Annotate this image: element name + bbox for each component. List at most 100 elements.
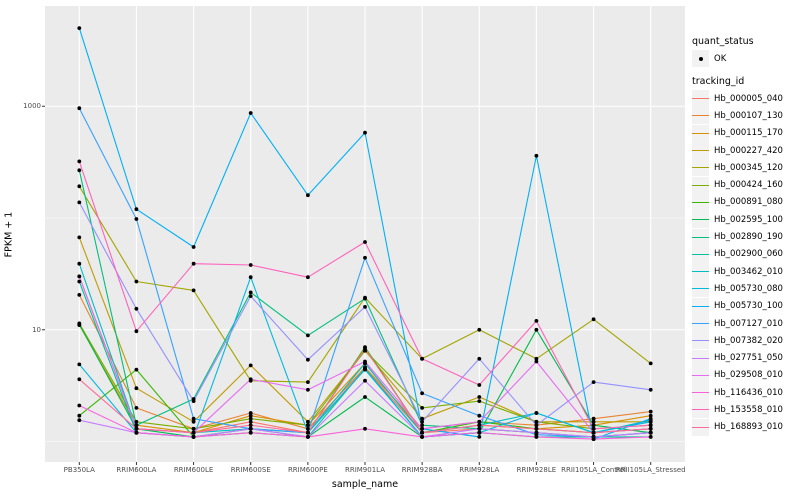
data-point	[191, 419, 196, 424]
data-point	[77, 106, 82, 111]
legend-item-label: Hb_000227_420	[714, 145, 783, 156]
data-point	[363, 359, 367, 364]
data-point	[534, 356, 539, 361]
legend-item-label: Hb_000107_130	[714, 110, 783, 121]
legend-key	[692, 176, 709, 194]
data-point	[306, 333, 310, 338]
data-point	[248, 411, 253, 415]
data-point	[134, 406, 139, 410]
data-point	[306, 426, 310, 431]
data-point	[363, 305, 367, 309]
legend-key	[692, 349, 709, 367]
data-point	[591, 430, 596, 435]
legend-key	[692, 142, 709, 160]
data-point	[420, 426, 424, 431]
data-point	[648, 409, 653, 414]
x-tick-label: RRIM600LA	[116, 466, 157, 474]
data-point	[420, 423, 424, 428]
legend-item-label: Hb_116436_010	[714, 387, 783, 398]
legend-item: Hb_007382_020	[692, 332, 798, 350]
y-axis-title: FPKM + 1	[3, 211, 15, 258]
data-point	[77, 235, 82, 240]
x-tick-label: RRIM928LA	[459, 466, 500, 474]
legend-item: Hb_000005_040	[692, 90, 798, 108]
data-point	[534, 359, 539, 364]
legend-line-icon	[692, 271, 709, 273]
legend-key	[692, 50, 709, 67]
legend-line-icon	[692, 288, 709, 290]
data-point	[191, 245, 196, 249]
legend-line-icon	[692, 253, 709, 255]
legend-item-label: Hb_153558_010	[714, 404, 783, 415]
axis-ticks	[42, 105, 652, 465]
legend-item: Hb_000107_130	[692, 107, 798, 125]
data-point	[77, 413, 82, 418]
legend-line-icon	[692, 132, 709, 134]
data-point	[191, 426, 196, 431]
legend-item: Hb_116436_010	[692, 384, 798, 402]
legend-item: Hb_005730_080	[692, 280, 798, 298]
legend-line-icon	[692, 426, 709, 428]
data-point	[77, 279, 82, 284]
data-point	[134, 367, 139, 372]
data-point	[306, 423, 310, 428]
data-point	[191, 435, 196, 439]
data-point	[248, 275, 253, 280]
data-point	[534, 319, 539, 323]
data-point	[420, 430, 424, 435]
data-point	[306, 193, 310, 198]
data-point	[191, 399, 196, 403]
legend-line-icon	[692, 150, 709, 152]
data-point	[477, 426, 482, 431]
legend-item: Hb_000424_160	[692, 176, 798, 194]
legend-item: Hb_003462_010	[692, 263, 798, 281]
legend-item: Hb_153558_010	[692, 401, 798, 419]
data-point	[477, 430, 482, 435]
data-points	[77, 26, 653, 441]
x-tick-label: RRIM901LA	[344, 466, 386, 474]
data-point	[134, 423, 139, 428]
legend-item: Hb_000891_080	[692, 193, 798, 211]
x-tick-label: RRIM928LE	[516, 466, 557, 474]
data-point	[648, 361, 653, 366]
data-point	[77, 403, 82, 408]
data-point	[134, 207, 139, 212]
legend-item-label: Hb_000424_160	[714, 180, 783, 191]
data-point	[77, 159, 82, 164]
legend-item-label: Hb_000891_080	[714, 197, 783, 208]
legend-line-icon	[692, 374, 709, 376]
data-point	[477, 395, 482, 399]
legend-item: Hb_007127_010	[692, 315, 798, 332]
data-point	[477, 399, 482, 403]
legend-item-label: Hb_027751_050	[714, 353, 783, 364]
data-point	[248, 263, 253, 267]
legend-item: Hb_000227_420	[692, 142, 798, 160]
data-point	[420, 419, 424, 424]
legend-line-icon	[692, 409, 709, 411]
data-point	[77, 274, 82, 279]
x-axis-title: sample_name	[331, 479, 399, 490]
data-point	[534, 426, 539, 431]
data-point	[420, 356, 424, 361]
legend-key	[692, 332, 709, 350]
y-tick-label: 10	[32, 325, 41, 334]
legend-key	[692, 107, 709, 125]
data-point	[248, 419, 253, 424]
legend: quant_status OK tracking_id Hb_000005_04…	[692, 36, 798, 436]
data-point	[420, 435, 424, 439]
legend-line-icon	[692, 219, 709, 221]
legend-line-icon	[692, 167, 709, 169]
data-point	[77, 293, 82, 297]
data-point	[77, 362, 82, 367]
data-point	[534, 419, 539, 424]
x-tick-label: RRIM600LE	[173, 466, 214, 474]
gridlines	[45, 6, 685, 462]
legend-line-icon	[692, 98, 709, 100]
legend-item: Hb_168893_010	[692, 418, 798, 436]
legend-line-icon	[692, 184, 709, 186]
data-point	[134, 386, 139, 391]
data-point	[648, 419, 653, 424]
x-tick-label: RRII105LA_Control	[561, 466, 626, 474]
